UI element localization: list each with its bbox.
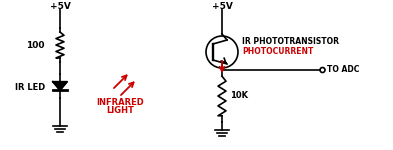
Text: IR LED: IR LED: [15, 82, 45, 91]
Text: PHOTOCURRENT: PHOTOCURRENT: [242, 46, 313, 56]
Text: 100: 100: [26, 40, 45, 50]
Text: 10K: 10K: [230, 92, 248, 100]
Text: INFRARED: INFRARED: [96, 98, 144, 107]
Text: LIGHT: LIGHT: [106, 106, 134, 115]
Text: IR PHOTOTRANSISTOR: IR PHOTOTRANSISTOR: [242, 38, 339, 46]
Text: +5V: +5V: [211, 2, 232, 11]
Text: +5V: +5V: [50, 2, 70, 11]
Text: TO ADC: TO ADC: [327, 66, 359, 75]
Polygon shape: [53, 82, 67, 90]
